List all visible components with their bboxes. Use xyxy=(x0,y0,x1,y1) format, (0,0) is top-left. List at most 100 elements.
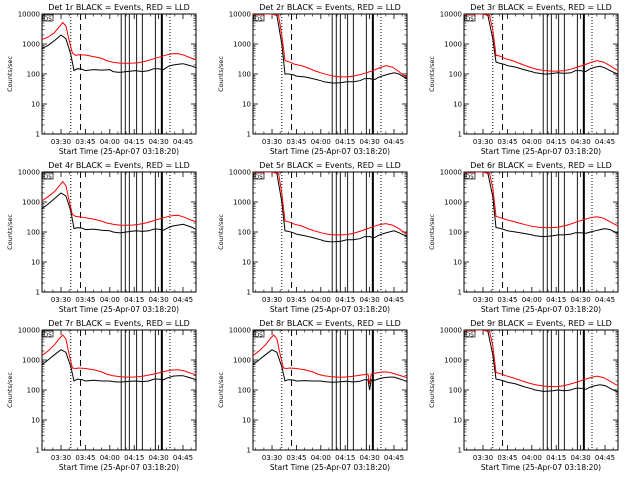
x-axis-label: Start Time (25-Apr-07 03:18:20) xyxy=(59,463,179,472)
y-tick-label: 10000 xyxy=(440,169,462,177)
x-tick-label: 04:30 xyxy=(360,138,380,146)
x-tick-label: 04:00 xyxy=(522,296,542,304)
x-axis-label: Start Time (25-Apr-07 03:18:20) xyxy=(270,147,390,156)
plot-frame xyxy=(252,329,408,451)
x-tick-label: 04:30 xyxy=(571,296,591,304)
y-tick-label: 100 xyxy=(238,71,251,79)
series-events-line xyxy=(42,349,196,383)
chart-panel-9: Det 9r BLACK = Events, RED = LLD DS 1 10 100… xyxy=(428,319,619,472)
y-tick-label: 1 xyxy=(247,289,251,297)
x-tick-label: 03:30 xyxy=(51,138,71,146)
series-lld-line xyxy=(464,172,618,229)
plot-frame xyxy=(41,171,197,293)
y-axis-label: Counts/sec xyxy=(6,214,14,250)
y-axis-label: Counts/sec xyxy=(217,214,225,250)
y-tick-label: 1000 xyxy=(233,357,251,365)
y-axis-label: Counts/sec xyxy=(428,56,436,92)
x-tick-label: 03:30 xyxy=(51,454,71,462)
y-tick-label: 10 xyxy=(453,417,462,425)
x-axis-label: Start Time (25-Apr-07 03:18:20) xyxy=(270,463,390,472)
chart-title: Det 9r BLACK = Events, RED = LLD xyxy=(470,319,612,328)
x-tick-label: 04:00 xyxy=(311,454,331,462)
chart-panel-6: Det 6r BLACK = Events, RED = LLD DS 1 10 100… xyxy=(428,161,619,314)
y-tick-label: 1000 xyxy=(22,199,40,207)
plot-area xyxy=(42,172,196,292)
x-tick-label: 04:00 xyxy=(100,296,120,304)
x-tick-label: 04:30 xyxy=(149,138,169,146)
corner-tag-box xyxy=(464,172,476,180)
series-lld-line xyxy=(253,334,407,384)
chart-title: Det 2r BLACK = Events, RED = LLD xyxy=(259,3,401,12)
y-tick-label: 10000 xyxy=(229,11,251,19)
plot-area xyxy=(464,14,618,134)
y-tick-label: 1 xyxy=(247,447,251,455)
series-events-line xyxy=(253,172,407,243)
y-axis-label: Counts/sec xyxy=(428,372,436,408)
series-lld-line xyxy=(42,21,196,64)
y-tick-label: 10000 xyxy=(18,327,40,335)
chart-title: Det 7r BLACK = Events, RED = LLD xyxy=(48,319,190,328)
chart-panel-2: Det 2r BLACK = Events, RED = LLD DS 1 10 100… xyxy=(217,3,408,156)
x-tick-label: 04:15 xyxy=(124,296,144,304)
x-axis-label: Start Time (25-Apr-07 03:18:20) xyxy=(481,147,601,156)
y-tick-label: 1 xyxy=(36,131,40,139)
y-tick-label: 10 xyxy=(242,417,251,425)
x-tick-label: 03:30 xyxy=(262,138,282,146)
series-events-line xyxy=(464,172,618,238)
plot-area xyxy=(42,330,196,450)
series-events-line xyxy=(253,349,407,391)
plot-frame xyxy=(41,329,197,451)
corner-tag-box xyxy=(464,330,476,338)
chart-panel-1: Det 1r BLACK = Events, RED = LLD DS 1 10 100… xyxy=(6,3,197,156)
series-events-line xyxy=(42,192,196,234)
y-tick-label: 100 xyxy=(27,229,40,237)
x-tick-label: 04:00 xyxy=(100,454,120,462)
y-tick-label: 10000 xyxy=(440,327,462,335)
y-tick-label: 100 xyxy=(449,71,462,79)
y-tick-label: 1 xyxy=(458,289,462,297)
series-events-line xyxy=(42,34,196,73)
corner-tag-box xyxy=(464,14,476,22)
corner-tag-box xyxy=(42,330,54,338)
x-tick-label: 04:00 xyxy=(100,138,120,146)
corner-tag-label: DS xyxy=(255,333,263,339)
x-tick-label: 04:15 xyxy=(124,138,144,146)
x-tick-label: 03:30 xyxy=(473,138,493,146)
series-lld-line xyxy=(253,14,407,78)
plot-frame xyxy=(252,171,408,293)
x-tick-label: 04:00 xyxy=(311,296,331,304)
x-tick-label: 04:15 xyxy=(335,138,355,146)
y-tick-label: 1 xyxy=(458,447,462,455)
x-tick-label: 04:30 xyxy=(149,296,169,304)
series-lld-line xyxy=(253,172,407,236)
y-tick-label: 1000 xyxy=(444,199,462,207)
y-tick-label: 1000 xyxy=(22,41,40,49)
x-tick-label: 03:30 xyxy=(473,296,493,304)
x-tick-label: 03:30 xyxy=(262,454,282,462)
y-axis-label: Counts/sec xyxy=(428,214,436,250)
y-tick-label: 10 xyxy=(242,101,251,109)
chart-title: Det 5r BLACK = Events, RED = LLD xyxy=(259,161,401,170)
x-tick-label: 04:30 xyxy=(571,138,591,146)
x-axis-label: Start Time (25-Apr-07 03:18:20) xyxy=(59,147,179,156)
y-tick-label: 1 xyxy=(36,447,40,455)
corner-tag-label: DS xyxy=(466,17,474,23)
chart-panel-4: Det 4r BLACK = Events, RED = LLD DS 1 10 100… xyxy=(6,161,197,314)
x-tick-label: 03:30 xyxy=(51,296,71,304)
y-tick-label: 1 xyxy=(458,131,462,139)
corner-tag-label: DS xyxy=(44,17,52,23)
y-tick-label: 10000 xyxy=(229,327,251,335)
y-tick-label: 10 xyxy=(31,417,40,425)
y-tick-label: 1000 xyxy=(22,357,40,365)
x-tick-label: 03:45 xyxy=(286,454,306,462)
x-tick-label: 04:15 xyxy=(546,138,566,146)
corner-tag-label: DS xyxy=(44,175,52,181)
x-axis-label: Start Time (25-Apr-07 03:18:20) xyxy=(59,305,179,314)
y-axis-label: Counts/sec xyxy=(217,56,225,92)
y-axis-label: Counts/sec xyxy=(6,56,14,92)
x-tick-label: 04:45 xyxy=(173,296,193,304)
x-tick-label: 04:45 xyxy=(173,138,193,146)
plot-frame xyxy=(252,13,408,135)
x-tick-label: 04:45 xyxy=(384,454,404,462)
